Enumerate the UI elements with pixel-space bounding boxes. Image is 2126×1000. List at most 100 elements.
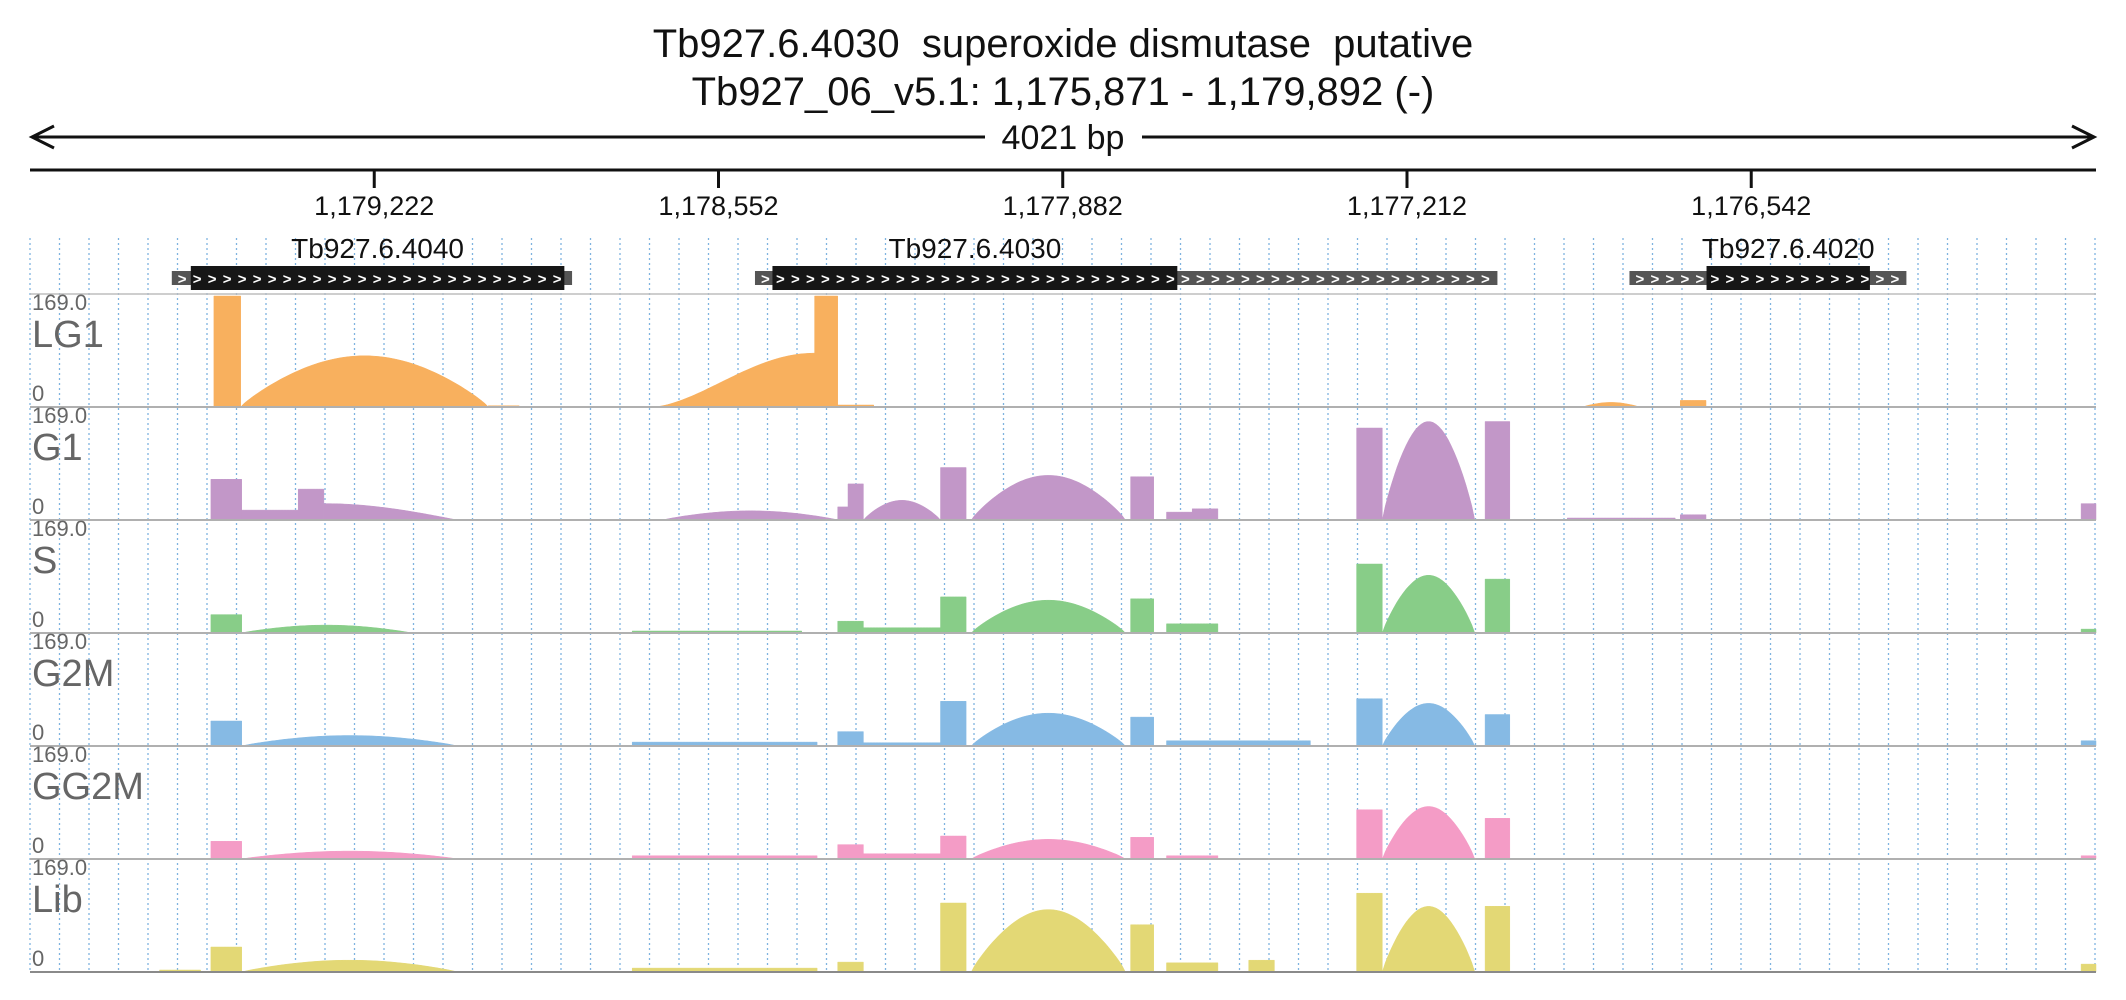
strand-chevron: > [1271, 271, 1280, 288]
strand-chevron: > [1406, 271, 1415, 288]
coverage-area [1381, 575, 1476, 634]
strand-chevron: > [866, 271, 875, 288]
coverage-area [970, 839, 1127, 860]
strand-chevron: > [851, 271, 860, 288]
track-name: G2M [32, 653, 114, 695]
strand-chevron: > [971, 271, 980, 288]
strand-chevron: > [343, 271, 352, 288]
strand-chevron: > [1151, 271, 1160, 288]
coverage-area [1484, 578, 1511, 634]
coverage-area [863, 853, 941, 860]
coverage-area [2080, 503, 2097, 521]
coverage-area [1381, 906, 1476, 973]
coverage-area [940, 467, 967, 521]
strand-chevron: > [283, 271, 292, 288]
strand-chevron: > [1331, 271, 1340, 288]
gene-cds [1706, 266, 1870, 290]
strand-chevron: > [1740, 271, 1749, 288]
coverage-area [862, 500, 942, 521]
strand-chevron: > [881, 271, 890, 288]
strand-chevron: > [896, 271, 905, 288]
strand-chevron: > [1680, 271, 1689, 288]
strand-chevron: > [448, 271, 457, 288]
track-max-label: 169.0 [32, 629, 87, 654]
gene-label: Tb927.6.4030 [888, 233, 1061, 264]
strand-chevron: > [1815, 271, 1824, 288]
coverage-area [970, 909, 1126, 973]
strand-chevron: > [1785, 271, 1794, 288]
strand-chevron: > [523, 271, 532, 288]
coverage-area [652, 352, 815, 408]
strand-chevron: > [1121, 271, 1130, 288]
track-min-label: 0 [32, 833, 44, 858]
coverage-area [940, 835, 967, 860]
coverage-area [970, 475, 1126, 521]
axis-tick-label: 1,177,882 [1003, 191, 1123, 221]
coverage-area [2080, 740, 2097, 747]
gene-label: Tb927.6.4020 [1702, 233, 1875, 264]
strand-chevron: > [1181, 271, 1190, 288]
coverage-area [1356, 563, 1383, 634]
track-name: LG1 [32, 314, 104, 356]
span-arrowhead-right [2071, 124, 2098, 150]
coverage-area [837, 844, 864, 860]
strand-chevron: > [1136, 271, 1145, 288]
coverage-area [940, 701, 967, 747]
strand-chevron: > [478, 271, 487, 288]
strand-chevron: > [1196, 271, 1205, 288]
coverage-area [210, 946, 242, 973]
track-name: G1 [32, 427, 83, 469]
coverage-area [241, 735, 458, 747]
strand-chevron: > [268, 271, 277, 288]
strand-chevron: > [313, 271, 322, 288]
strand-chevron: > [836, 271, 845, 288]
strand-chevron: > [1890, 271, 1899, 288]
gene-label: Tb927.6.4040 [291, 233, 464, 264]
coverage-area [970, 712, 1126, 747]
strand-chevron: > [1800, 271, 1809, 288]
coverage-area [1680, 514, 1707, 521]
coverage-area [241, 959, 458, 973]
coverage-area [241, 850, 458, 860]
strand-chevron: > [1076, 271, 1085, 288]
coverage-area [1130, 716, 1154, 747]
strand-chevron: > [463, 271, 472, 288]
strand-chevron: > [1695, 271, 1704, 288]
track-min-label: 0 [32, 720, 44, 745]
coverage-area [1130, 924, 1154, 973]
strand-chevron: > [1725, 271, 1734, 288]
coverage-area [1166, 623, 1219, 634]
coverage-area [837, 620, 864, 634]
coverage-area [1484, 906, 1511, 973]
strand-chevron: > [1226, 271, 1235, 288]
strand-chevron: > [1211, 271, 1220, 288]
strand-chevron: > [253, 271, 262, 288]
strand-chevron: > [911, 271, 920, 288]
coverage-area [297, 488, 325, 521]
coverage-area [1166, 740, 1311, 747]
axis-tick-label: 1,176,542 [1691, 191, 1811, 221]
strand-chevron: > [1845, 271, 1854, 288]
coverage-area [837, 506, 849, 521]
coverage-area [1356, 892, 1383, 973]
strand-chevron: > [1091, 271, 1100, 288]
strand-chevron: > [776, 271, 785, 288]
axis-tick-label: 1,178,552 [658, 191, 778, 221]
coverage-area [323, 503, 458, 521]
coverage-area [1381, 703, 1476, 747]
coverage-area [210, 479, 242, 521]
strand-chevron: > [1755, 271, 1764, 288]
coverage-area [210, 720, 242, 747]
axis-tick-label: 1,177,212 [1347, 191, 1467, 221]
track-G1: 169.0G1 0 [30, 403, 2097, 521]
strand-chevron: > [1256, 271, 1265, 288]
coverage-area [1356, 698, 1383, 747]
track-max-label: 169.0 [32, 742, 87, 767]
strand-chevron: > [986, 271, 995, 288]
strand-chevron: > [1635, 271, 1644, 288]
strand-chevron: > [1481, 271, 1490, 288]
strand-chevron: > [433, 271, 442, 288]
